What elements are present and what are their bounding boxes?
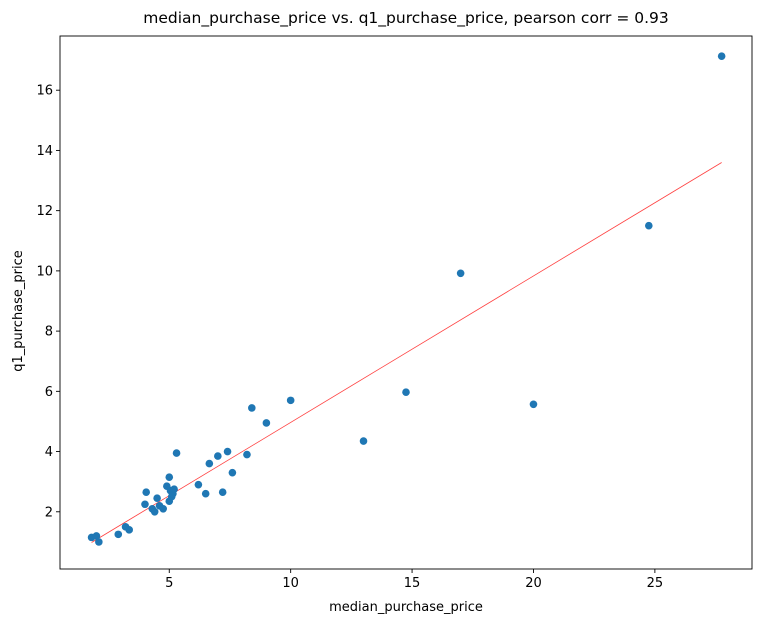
data-point (170, 485, 178, 494)
chart-title: median_purchase_price vs. q1_purchase_pr… (143, 9, 669, 28)
y-tick-label: 6 (45, 385, 53, 400)
data-point (150, 507, 159, 516)
data-point (201, 489, 210, 498)
axis-ticks: 5 10 15 20 25 2 4 6 8 10 12 14 16 (36, 84, 663, 591)
data-point (92, 532, 101, 540)
x-tick-label: 25 (647, 576, 664, 591)
data-point (359, 437, 368, 445)
data-point (159, 504, 167, 513)
data-point (194, 480, 203, 489)
fit-line (91, 162, 722, 543)
data-point (228, 468, 237, 477)
data-point (529, 400, 538, 409)
y-tick-label: 14 (36, 144, 53, 159)
data-point (223, 447, 232, 456)
data-point (95, 538, 103, 546)
data-point (286, 396, 295, 405)
data-point (165, 473, 174, 481)
y-tick-label: 16 (36, 84, 53, 99)
data-point (125, 526, 133, 534)
plot-area (87, 52, 726, 546)
data-point (218, 488, 227, 497)
data-point (153, 494, 161, 503)
y-tick-label: 12 (36, 204, 53, 219)
data-point (262, 419, 271, 427)
x-axis-label: median_purchase_price (329, 600, 483, 615)
y-tick-label: 4 (45, 445, 53, 460)
data-point (402, 388, 410, 397)
y-axis-label: q1_purchase_price (11, 250, 26, 372)
data-point (114, 530, 123, 539)
x-tick-label: 10 (282, 576, 299, 591)
y-tick-label: 10 (36, 264, 53, 279)
data-point (214, 452, 222, 460)
x-tick-label: 15 (404, 576, 421, 591)
x-tick-label: 5 (165, 576, 173, 591)
data-point (248, 404, 256, 412)
data-point (141, 500, 149, 509)
data-point (142, 488, 150, 497)
data-point (645, 221, 653, 230)
y-tick-label: 8 (45, 325, 53, 340)
x-tick-label: 20 (525, 576, 542, 591)
y-tick-label: 2 (45, 505, 53, 520)
data-point (717, 52, 726, 60)
data-point (456, 269, 465, 278)
data-point (243, 450, 251, 459)
plot-frame (59, 35, 753, 570)
data-point (205, 459, 214, 468)
data-point (172, 449, 181, 457)
